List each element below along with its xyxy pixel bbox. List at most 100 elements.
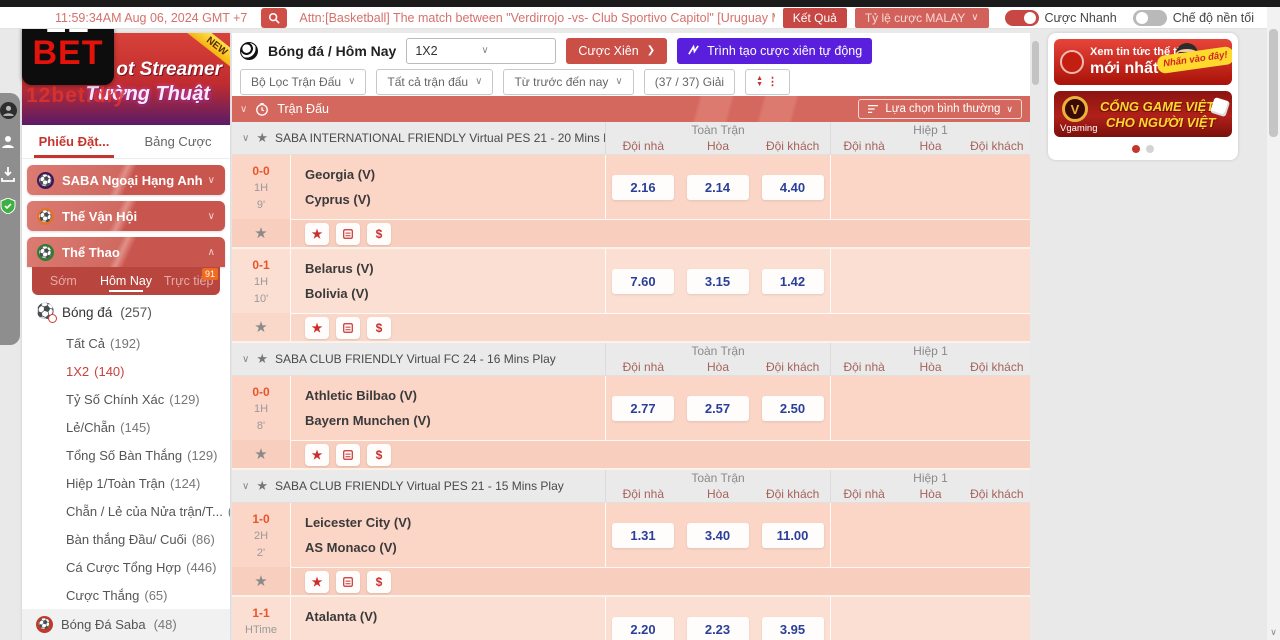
odds-button[interactable]: 3.15 [686,268,749,294]
odds-button[interactable]: 2.14 [686,174,749,200]
favorite-star-icon[interactable]: ★ [256,351,268,366]
tab-odds-board[interactable]: Bảng Cược [144,134,212,149]
bet-type-select[interactable]: 1X2 ∨ [406,37,557,64]
favorite-star-icon[interactable]: ★ [256,130,268,145]
favorite-action-icon[interactable]: ★ [305,570,329,593]
sidebar-item-bet-type[interactable]: Tổng Số Bàn Thắng (129) [22,441,230,469]
selection-mode-dropdown[interactable]: Lựa chọn bình thường ∨ [858,99,1022,119]
chevron-down-icon[interactable]: ∨ [240,103,248,115]
favorite-action-icon[interactable]: ★ [305,222,329,245]
sidebar-section-olympics[interactable]: ⚽ Thế Vận Hội ∨ [27,201,225,231]
odds-button[interactable]: 3.40 [686,522,749,548]
bet-slip-icon[interactable] [336,316,360,339]
sidebar-item-bet-type[interactable]: 1X2 (140) [22,357,230,385]
floating-toolbar [0,93,20,345]
column-headers: Đội nhà Hòa Đội khách [830,359,1030,375]
odds-cell: 2.14 [680,155,755,219]
odds-button[interactable]: 2.57 [686,395,749,421]
sidebar-item-football[interactable]: ⚽ Bóng đá (257) [22,295,230,329]
cash-odds-icon[interactable]: $ [367,222,391,245]
odds-button[interactable]: 4.40 [761,174,824,200]
filter-dropdown[interactable]: Bộ Lọc Trận Đấu ∨ [240,68,367,95]
item-count: (145) [120,419,151,435]
sidebar-item-saba-football[interactable]: ⚽ Bóng Đá Saba (48) [22,609,230,640]
odds-cell: 2.23 [680,597,755,640]
subtab-Sớm[interactable]: Sớm [49,274,77,288]
bet-slip-icon[interactable] [336,570,360,593]
search-button[interactable] [261,7,288,28]
odds-button[interactable]: 2.23 [686,616,749,640]
sort-control[interactable]: ▲ ▼ ⋮ [745,68,791,95]
favorite-star-icon[interactable]: ★ [254,573,268,590]
shield-icon[interactable] [0,197,17,215]
filter-dropdown[interactable]: Từ trước đến nay ∨ [503,68,634,95]
odds-button[interactable]: 11.00 [761,522,824,548]
bet-slip-icon[interactable] [336,443,360,466]
favorite-star-icon[interactable]: ★ [254,446,268,463]
content-scrollbar[interactable] [1032,35,1040,633]
league-name-row[interactable]: ∨ ★ SABA CLUB FRIENDLY Virtual FC 24 - 16 … [232,343,605,375]
favorite-star-icon[interactable]: ★ [256,478,268,493]
browser-scrollbar[interactable]: ∨ [1267,7,1280,640]
odds-button[interactable]: 2.16 [612,174,674,200]
sidebar-section-sports[interactable]: ⚽ Thể Thao ∧ [27,237,225,267]
carousel-dots [1054,143,1232,156]
sidebar-item-bet-type[interactable]: Tất Cả (192) [22,329,230,357]
filter-dropdown[interactable]: Tất cả trận đấu ∨ [376,68,494,95]
sidebar-item-bet-type[interactable]: Cá Cược Tổng Hợp (446) [22,553,230,581]
odds-button[interactable]: 3.95 [761,616,824,640]
download-icon[interactable] [0,165,17,183]
sport-count: (257) [120,304,152,320]
carousel-dot[interactable] [1132,145,1140,153]
quick-bet-toggle[interactable] [1004,9,1039,26]
scroll-down-arrow[interactable]: ∨ [1270,627,1277,637]
odds-button[interactable]: 2.20 [612,616,674,640]
carousel-dot[interactable] [1146,145,1154,153]
teams-cell: Athletic Bilbao (V) Bayern Munchen (V) [290,376,605,440]
sidebar-item-bet-type[interactable]: Cược Thắng (65) [22,581,230,609]
subtab-Hôm Nay[interactable]: Hôm Nay [95,267,158,295]
cash-odds-icon[interactable]: $ [367,316,391,339]
score-cell: 1-0 2H 2' [232,503,290,567]
sidebar-item-bet-type[interactable]: Bàn thắng Đầu/ Cuối (86) [22,525,230,553]
score-cell: 1-1 HTime [232,597,290,640]
league-name-row[interactable]: ∨ ★ SABA CLUB FRIENDLY Virtual PES 21 - 15… [232,470,605,502]
cash-odds-icon[interactable]: $ [367,443,391,466]
sidebar-section-epl[interactable]: ⚽ SABA Ngoại Hạng Anh ∨ [27,165,225,195]
sidebar-item-bet-type[interactable]: Tỷ Số Chính Xác (129) [22,385,230,413]
results-button[interactable]: Kết Quả [782,7,847,28]
favorite-star-icon[interactable]: ★ [254,225,268,242]
scrollbar-thumb[interactable] [1269,29,1278,137]
avatar[interactable] [0,101,17,119]
item-count: (140) [94,363,125,379]
scrollbar-thumb[interactable] [1032,41,1039,85]
sidebar-item-bet-type[interactable]: Chẵn / Lẻ của Nửa trận/T... (118) [22,497,230,525]
user-icon[interactable] [0,133,17,151]
column-header: Đội nhà [843,360,885,374]
league-count-box[interactable]: (37 / 37) Giải [643,68,736,95]
favorite-action-icon[interactable]: ★ [305,316,329,339]
parlay-button[interactable]: Cược Xiên ❯ [566,37,668,64]
league-name-row[interactable]: ∨ ★ SABA INTERNATIONAL FRIENDLY Virtual PE… [232,122,605,154]
favorite-star-icon[interactable]: ★ [254,319,268,336]
tab-bet-slip[interactable]: Phiếu Đặt... [22,125,126,158]
column-header: Đội nhà [622,139,665,153]
odds-button[interactable]: 2.50 [761,395,824,421]
favorite-action-icon[interactable]: ★ [305,443,329,466]
dark-mode-toggle[interactable] [1132,9,1167,26]
auto-parlay-button[interactable]: Trình tạo cược xiên tự động [677,37,873,64]
odds-button[interactable]: 1.42 [761,268,824,294]
sidebar-item-bet-type[interactable]: Hiệp 1/Toàn Trận (124) [22,469,230,497]
match-main: 0-1 1H 10' Belarus (V) Bolivia (V) 7.60 3.15 1.… [232,249,1030,313]
bet-slip-icon[interactable] [336,222,360,245]
sidebar-item-bet-type[interactable]: Lẻ/Chẵn (145) [22,413,230,441]
vgaming-banner[interactable]: V Vgaming CỔNG GAME VIỆT CHO NGƯỜI VIỆT [1054,91,1232,137]
cash-odds-icon[interactable]: $ [367,570,391,593]
news-banner[interactable]: Xem tin tức thể thao mới nhất Nhấn vào đ… [1054,39,1232,85]
content-header: Bóng đá / Hôm Nay 1X2 ∨ Cược Xiên ❯ Trìn… [232,33,1030,64]
odds-button[interactable]: 2.77 [612,395,674,421]
odds-button[interactable]: 7.60 [612,268,674,294]
odds-type-dropdown[interactable]: Tỷ lệ cược MALAY ∨ [854,7,989,28]
subtab-Trực tiếp[interactable]: Trực tiếp 91 [157,267,220,295]
odds-button[interactable]: 1.31 [612,522,674,548]
